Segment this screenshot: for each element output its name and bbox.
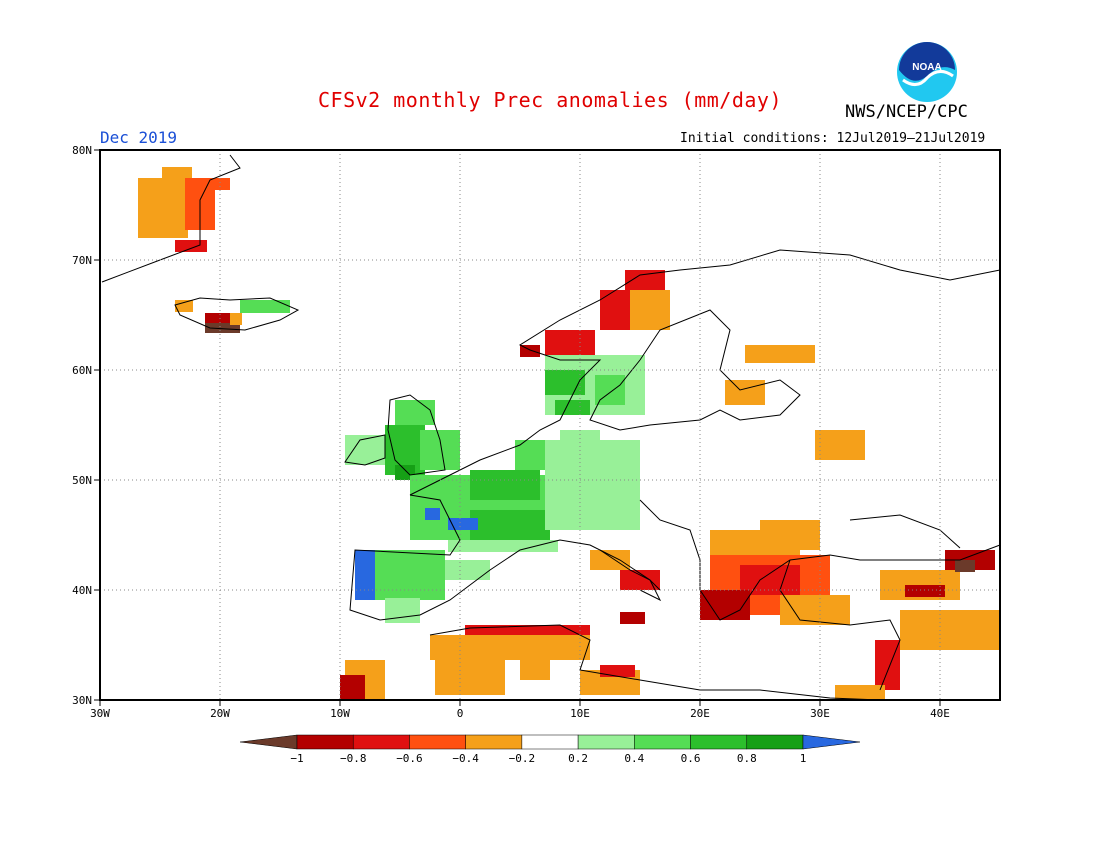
org-label: NWS/NCEP/CPC xyxy=(845,102,968,122)
region-iceland xyxy=(175,300,290,333)
legend-tick-label: 0.4 xyxy=(624,752,644,765)
legend-tick-label: −1 xyxy=(290,752,303,765)
region-balkans-turkey xyxy=(590,520,1000,690)
region-west-europe xyxy=(410,430,640,552)
region-iberia xyxy=(355,550,490,623)
legend-cell xyxy=(634,734,691,750)
latitude-labels: 80N 70N 60N 50N 40N 30N xyxy=(72,144,100,707)
legend-cell xyxy=(746,734,804,750)
region-scandinavia xyxy=(545,355,645,415)
legend-tick-label: 0.8 xyxy=(737,752,757,765)
noaa-logo-text: NOAA xyxy=(912,62,941,73)
region-north-africa xyxy=(340,612,885,700)
lat-label: 50N xyxy=(72,474,92,487)
legend-cell xyxy=(521,734,579,750)
lon-label: 20W xyxy=(210,707,230,720)
legend-tick-label: −0.8 xyxy=(340,752,367,765)
lon-label: 0 xyxy=(457,707,464,720)
legend-tick-label: 1 xyxy=(800,752,807,765)
region-east-europe xyxy=(725,345,865,460)
legend-cell xyxy=(239,734,298,750)
coastlines xyxy=(101,154,1001,701)
longitude-labels: 30W 20W 10W 0 10E 20E 30E 40E xyxy=(90,700,950,720)
legend-cell xyxy=(296,734,354,750)
region-british-isles xyxy=(345,400,460,480)
lon-label: 20E xyxy=(690,707,710,720)
legend-cell xyxy=(352,734,410,750)
anomaly-cells xyxy=(138,167,1000,700)
lat-label: 60N xyxy=(72,364,92,377)
region-norway-coast xyxy=(520,270,670,357)
legend-cell xyxy=(690,734,748,750)
region-greenland-east xyxy=(138,167,230,252)
noaa-logo: NOAA xyxy=(897,42,957,102)
legend-cell xyxy=(409,734,466,750)
lat-label: 30N xyxy=(72,694,92,707)
lat-label: 40N xyxy=(72,584,92,597)
lon-label: 10W xyxy=(330,707,350,720)
map-frame xyxy=(99,149,1001,701)
legend-cell xyxy=(802,734,861,750)
legend-tick-label: 0.2 xyxy=(568,752,588,765)
chart-title: CFSv2 monthly Prec anomalies (mm/day) xyxy=(317,88,783,112)
lat-label: 80N xyxy=(72,144,92,157)
legend-cell xyxy=(465,734,523,750)
legend-tick-label: −0.4 xyxy=(452,752,479,765)
legend-tick-label: −0.2 xyxy=(509,752,536,765)
lon-label: 10E xyxy=(570,707,590,720)
lon-label: 40E xyxy=(930,707,950,720)
forecast-month: Dec 2019 xyxy=(100,128,178,147)
lon-label: 30W xyxy=(90,707,110,720)
legend-tick-label: 0.6 xyxy=(681,752,701,765)
lat-label: 70N xyxy=(72,254,92,267)
lon-label: 30E xyxy=(810,707,830,720)
legend-tick-label: −0.6 xyxy=(396,752,423,765)
legend-cell xyxy=(577,734,635,750)
color-legend: −1 −0.8 −0.6 −0.4 −0.2 0.2 0.4 0.6 0.8 1 xyxy=(239,734,861,765)
initial-conditions: Initial conditions: 12Jul2019–21Jul2019 xyxy=(680,131,986,146)
